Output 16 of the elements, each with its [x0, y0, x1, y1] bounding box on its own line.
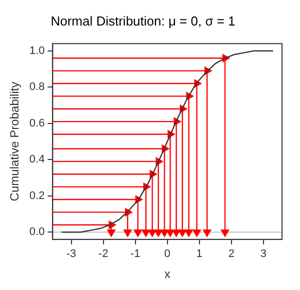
y-tick-label: 0.6 — [29, 117, 45, 130]
x-tick-label: 2 — [228, 248, 234, 260]
x-tick-label: -1 — [130, 248, 140, 260]
x-tick-label: -3 — [66, 248, 76, 260]
y-tick-label: 0.2 — [29, 190, 45, 202]
x-axis-title: x — [164, 267, 170, 282]
y-axis-title: Cumulative Probability — [8, 82, 22, 202]
x-tick-label: -2 — [98, 248, 108, 260]
x-tick-label: 3 — [260, 248, 266, 260]
y-tick-label: 0.8 — [29, 81, 45, 94]
x-tick-label: 1 — [196, 248, 202, 260]
x-tick-label: 0 — [164, 248, 170, 260]
chart-title: Normal Distribution: μ = 0, σ = 1 — [50, 13, 236, 28]
y-tick-label: 1.0 — [29, 44, 45, 57]
y-tick-label: 0.0 — [29, 226, 45, 238]
y-tick-label: 0.4 — [29, 154, 45, 166]
